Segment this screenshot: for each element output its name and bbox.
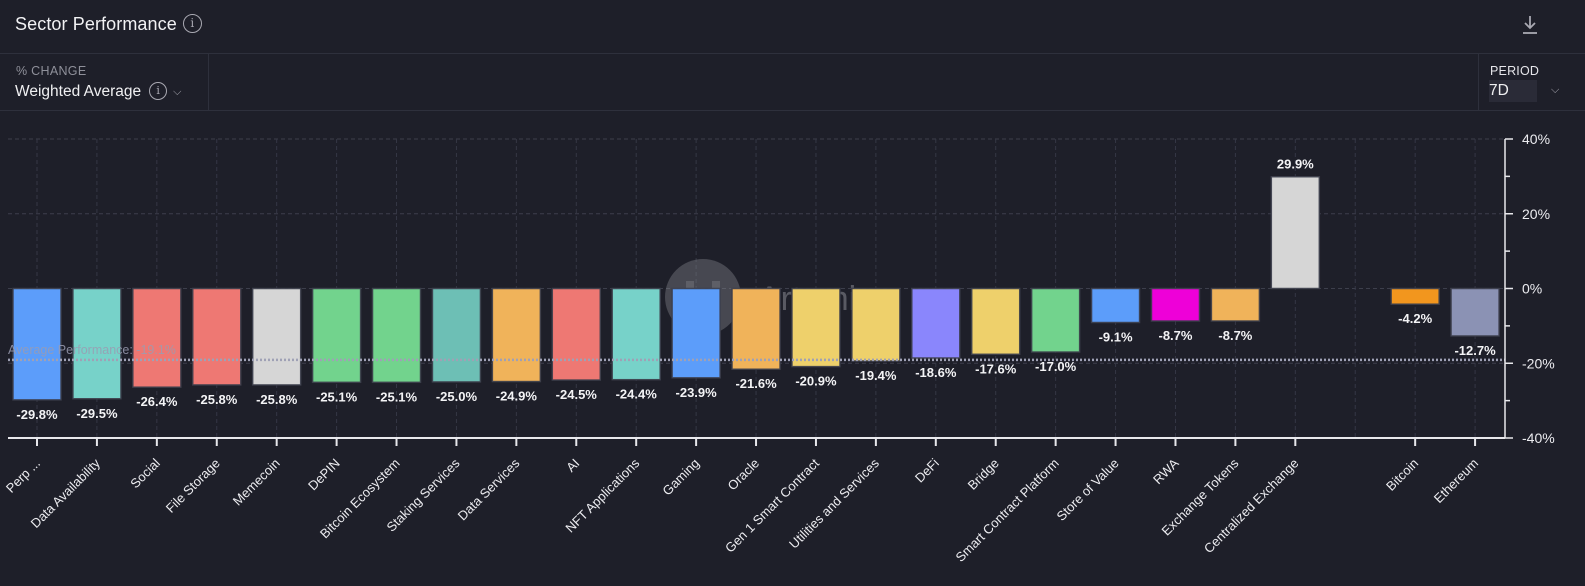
bar	[192, 287, 242, 386]
value-label: -19.4%	[855, 368, 897, 383]
y-tick-label: -40%	[1522, 430, 1555, 446]
bar	[791, 287, 841, 368]
value-label: -20.9%	[795, 374, 837, 389]
value-label: -9.1%	[1099, 330, 1133, 345]
period-dropdown[interactable]: 7D	[1489, 80, 1537, 102]
x-tick-label: File Storage	[163, 456, 223, 516]
x-tick-label: Smart Contract Platform	[953, 456, 1062, 565]
bar	[611, 287, 661, 381]
value-labels: -29.8% -29.5% -26.4% -25.8% -25.8% -25.1% -25.…	[16, 157, 1496, 422]
value-label: -12.7%	[1454, 343, 1496, 358]
value-label: -8.7%	[1218, 328, 1252, 343]
metric-value: Weighted Average	[15, 83, 142, 101]
x-tick-label: Perp ...	[3, 456, 43, 496]
x-tick-label: RWA	[1150, 455, 1182, 487]
controls-bar: % CHANGE Weighted Average i ⌵ PERIOD 7D ⌵	[0, 54, 1585, 111]
period-caption: PERIOD	[1490, 64, 1540, 78]
value-label: -29.5%	[76, 406, 118, 421]
x-tick-label: DePIN	[305, 456, 343, 494]
bar	[1270, 175, 1321, 290]
metric-selector[interactable]: % CHANGE Weighted Average i ⌵	[0, 54, 209, 110]
x-tick-label: Social	[127, 455, 163, 491]
bar	[1030, 287, 1081, 353]
x-tick-labels: Perp ...Data Availability Social File Stor…	[3, 455, 1481, 565]
value-label: -18.6%	[915, 365, 957, 380]
bar	[1090, 287, 1141, 324]
bar	[851, 287, 901, 362]
bar	[431, 287, 482, 383]
y-tick-labels: -40% -20% 0% 20% 40%	[1522, 131, 1555, 446]
download-button[interactable]	[1521, 14, 1539, 36]
x-tick-label: Oracle	[724, 456, 762, 494]
y-tick-label: 20%	[1522, 206, 1550, 222]
bar	[12, 287, 62, 401]
x-tick-label: Ethereum	[1431, 456, 1481, 506]
bar	[311, 287, 362, 384]
download-icon	[1523, 16, 1537, 34]
value-label: -17.0%	[1035, 359, 1077, 374]
value-label: -8.7%	[1158, 328, 1192, 343]
info-icon[interactable]: i	[149, 82, 168, 100]
x-tick-label: Gaming	[659, 456, 702, 499]
value-label: -24.4%	[616, 387, 658, 402]
x-tick-label: Store of Value	[1054, 456, 1122, 524]
bar	[72, 287, 122, 400]
value-label: -17.6%	[975, 361, 1017, 376]
bar	[251, 287, 302, 386]
bar	[1150, 287, 1201, 322]
value-label: -24.5%	[556, 387, 598, 402]
header: Sector Performance i	[0, 0, 1585, 54]
value-label: -25.1%	[376, 389, 418, 404]
chevron-down-icon[interactable]: ⌵	[1551, 84, 1560, 96]
bar	[731, 287, 781, 370]
x-tick-label: DeFi	[912, 455, 942, 485]
bar	[1450, 287, 1500, 337]
x-tick-label: AI	[563, 456, 582, 475]
bar	[1390, 287, 1440, 305]
average-line: Average Performance: -19.1%	[8, 343, 1505, 362]
bar	[551, 287, 602, 381]
bar	[371, 287, 422, 384]
title-text: Sector Performance	[15, 14, 177, 34]
x-tick-label: Bridge	[965, 456, 1002, 493]
page-title: Sector Performance i	[15, 13, 202, 35]
chevron-down-icon[interactable]: ⌵	[173, 86, 182, 99]
average-label: Average Performance: -19.1%	[8, 343, 176, 357]
value-label: -29.8%	[16, 407, 58, 422]
value-label: -25.1%	[316, 389, 358, 404]
bar	[911, 287, 961, 359]
bar	[970, 287, 1021, 356]
x-tick-label: Memecoin	[230, 456, 283, 509]
y-tick-label: 0%	[1522, 281, 1542, 297]
metric-caption: % CHANGE	[16, 64, 87, 78]
sector-performance-chart: Artemis Average Performance: -19.1% -29.…	[3, 131, 1555, 565]
info-icon[interactable]: i	[182, 13, 202, 33]
value-label: -21.6%	[735, 376, 777, 391]
bar	[491, 287, 542, 383]
bars	[12, 175, 1500, 401]
axes	[8, 138, 1513, 446]
value-label: -25.8%	[196, 392, 238, 407]
period-selector[interactable]: PERIOD 7D ⌵	[1478, 54, 1585, 110]
x-tick-label: Data Services	[455, 455, 523, 523]
value-label: -24.9%	[496, 389, 538, 404]
bar	[671, 287, 721, 379]
value-label: -25.0%	[436, 389, 478, 404]
bar	[1210, 287, 1261, 322]
y-tick-label: 40%	[1522, 131, 1550, 147]
x-tick-label: Bitcoin	[1383, 456, 1421, 494]
value-label: -4.2%	[1398, 311, 1432, 326]
y-tick-label: -20%	[1522, 355, 1555, 371]
value-label: 29.9%	[1277, 157, 1314, 172]
value-label: -23.9%	[676, 385, 718, 400]
bar	[132, 287, 182, 388]
value-label: -25.8%	[256, 392, 298, 407]
value-label: -26.4%	[136, 394, 178, 409]
metric-dropdown[interactable]: Weighted Average i ⌵	[15, 82, 182, 101]
